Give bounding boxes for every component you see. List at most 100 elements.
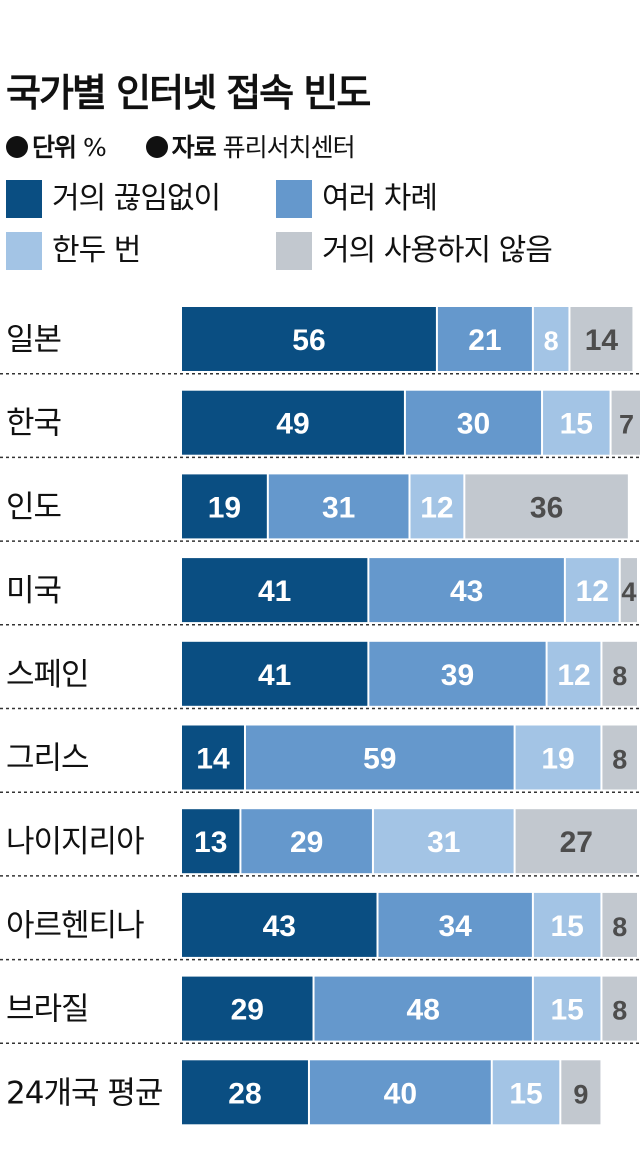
- bar-segment: [182, 809, 240, 874]
- bar-segment: [437, 307, 532, 371]
- data-label: 15: [509, 1077, 542, 1110]
- data-label: 9: [573, 1079, 588, 1109]
- data-label: 48: [407, 994, 440, 1027]
- bar-segment: [182, 976, 313, 1041]
- legend-swatch: [276, 232, 312, 270]
- data-label: 14: [585, 324, 619, 357]
- category-label: 24개국 평균: [6, 1075, 162, 1111]
- data-label: 19: [208, 491, 241, 524]
- data-label: 29: [290, 826, 323, 859]
- legend-swatch: [6, 232, 42, 270]
- data-label: 30: [457, 408, 490, 441]
- bar-segment: [373, 809, 514, 874]
- bar-segment: [369, 641, 546, 706]
- legend-label: 한두 번: [52, 233, 141, 268]
- data-label: 43: [263, 910, 296, 943]
- bar-segment: [561, 1060, 601, 1125]
- bar-segment: [182, 307, 436, 371]
- legend-label: 여러 차례: [322, 181, 438, 216]
- bar-segment: [182, 641, 368, 706]
- bar-segment: [533, 892, 601, 957]
- data-label: 14: [196, 743, 230, 776]
- category-label: 일본: [6, 322, 61, 358]
- data-label: 39: [441, 659, 474, 692]
- bar-segment: [543, 390, 610, 455]
- bar-segment: [245, 725, 514, 790]
- bullet-icon: [145, 136, 168, 158]
- data-label: 56: [292, 324, 325, 357]
- legend-swatch: [276, 180, 312, 218]
- bar-segment: [182, 725, 244, 790]
- data-label: 8: [612, 996, 627, 1026]
- source-value: 퓨리서치센터: [222, 133, 356, 162]
- bar-segment: [602, 976, 637, 1041]
- bar-segment: [465, 474, 628, 539]
- bar-segment: [620, 558, 637, 623]
- data-label: 41: [258, 575, 291, 608]
- data-label: 8: [612, 912, 627, 942]
- data-label: 4: [621, 577, 636, 607]
- bar-segment: [533, 976, 601, 1041]
- data-label: 8: [612, 745, 627, 775]
- bar-segment: [369, 558, 564, 623]
- data-label: 28: [228, 1077, 261, 1110]
- category-label: 나이지리아: [6, 824, 144, 860]
- category-label: 인도: [6, 489, 61, 525]
- data-label: 34: [439, 910, 473, 943]
- data-label: 43: [450, 575, 483, 608]
- bar-segment: [314, 976, 532, 1041]
- category-label: 한국: [6, 406, 61, 442]
- legend-label: 거의 끊임없이: [52, 181, 221, 216]
- data-label: 41: [258, 659, 291, 692]
- data-label: 31: [427, 826, 460, 859]
- data-label: 29: [231, 994, 264, 1027]
- data-label: 21: [468, 324, 501, 357]
- bar-segment: [182, 1060, 308, 1125]
- chart-meta: 단위 % 자료 퓨리서치센터: [6, 128, 356, 164]
- data-label: 13: [194, 826, 227, 859]
- category-label: 미국: [6, 573, 61, 609]
- data-label: 31: [322, 491, 355, 524]
- bar-segment: [602, 725, 637, 790]
- unit-value: %: [82, 133, 107, 162]
- bar-segment: [533, 307, 569, 371]
- bar-segment: [602, 641, 637, 706]
- bar-segment: [547, 641, 601, 706]
- data-label: 40: [384, 1077, 417, 1110]
- data-label: 19: [541, 743, 574, 776]
- data-label: 12: [557, 659, 590, 692]
- source-label: 자료: [171, 133, 217, 162]
- data-label: 7: [619, 410, 634, 440]
- stacked-bar-chart: 일본 56 21 8 14 한국 49 30 15 7 인도 19 31 12 36 미국 41 43 12 4 스페인…: [0, 307, 640, 1125]
- data-label: 27: [560, 826, 593, 859]
- bar-segment: [182, 474, 267, 539]
- bar-segment: [602, 892, 637, 957]
- data-label: 59: [363, 743, 396, 776]
- data-label: 8: [544, 326, 559, 356]
- bar-segment: [309, 1060, 491, 1125]
- bar-segment: [268, 474, 409, 539]
- bar-segment: [182, 558, 368, 623]
- bar-segment: [182, 390, 404, 455]
- legend-label: 거의 사용하지 않음: [322, 233, 553, 268]
- data-label: 12: [576, 575, 609, 608]
- bullet-icon: [6, 136, 28, 158]
- bar-segment: [565, 558, 619, 623]
- bar-segment: [570, 307, 633, 371]
- category-label: 그리스: [6, 741, 89, 777]
- unit-label: 단위: [32, 133, 77, 162]
- bar-segment: [611, 390, 640, 455]
- bar-segment: [492, 1060, 560, 1125]
- bar-segment: [515, 809, 637, 874]
- legend-swatch: [6, 180, 42, 218]
- bar-segment: [378, 892, 532, 957]
- chart-title: 국가별 인터넷 접속 빈도: [6, 71, 371, 115]
- bar-segment: [182, 892, 377, 957]
- category-label: 아르헨티나: [6, 908, 144, 944]
- bar-segment: [405, 390, 542, 455]
- data-label: 15: [550, 910, 583, 943]
- category-label: 브라질: [6, 992, 89, 1028]
- data-label: 15: [560, 408, 593, 441]
- category-label: 스페인: [6, 657, 89, 693]
- data-label: 15: [550, 994, 583, 1027]
